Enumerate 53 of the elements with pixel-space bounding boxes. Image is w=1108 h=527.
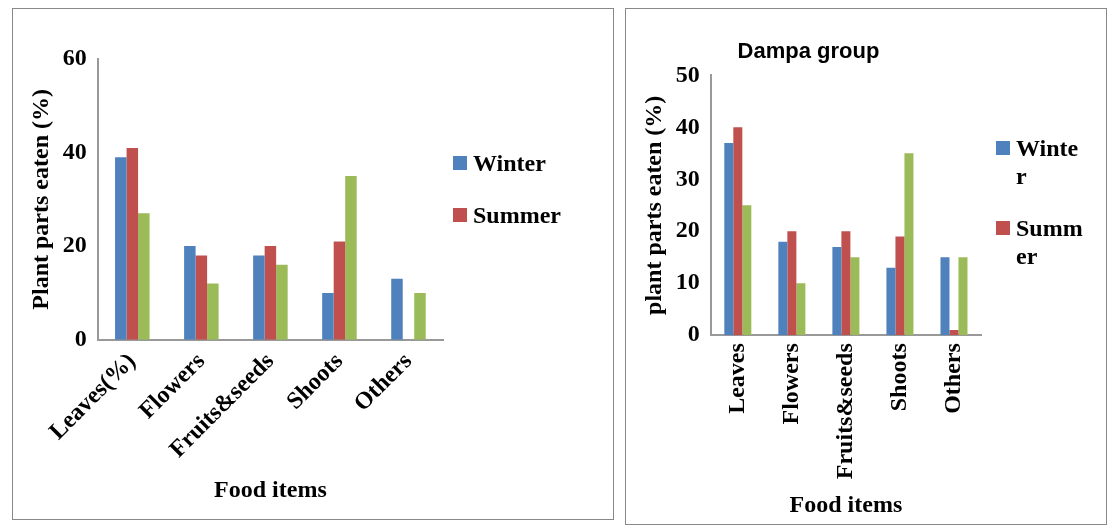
bar <box>414 292 426 340</box>
x-tick-label: Leaves <box>723 343 750 414</box>
bar <box>184 246 196 340</box>
bar <box>940 257 950 336</box>
x-tick-label: Shoots <box>885 343 912 412</box>
bar <box>207 283 219 340</box>
bar <box>264 246 277 340</box>
legend-label: Winter <box>473 149 546 177</box>
y-tick-label: 40 <box>62 137 87 164</box>
x-tick-label: Flowers <box>777 343 804 425</box>
bar <box>253 255 265 340</box>
x-axis-title: Food items <box>789 490 903 517</box>
bar <box>841 231 851 336</box>
y-tick-label: 10 <box>675 268 700 295</box>
chart-title: Dampa group <box>737 38 880 64</box>
bar <box>895 236 905 336</box>
bar <box>832 246 842 336</box>
legend-label: Summer <box>473 201 561 229</box>
y-tick-label: 0 <box>74 324 87 351</box>
bar <box>391 278 403 340</box>
bar <box>333 241 346 340</box>
y-tick-label: 20 <box>675 216 700 243</box>
bar <box>126 147 139 340</box>
bar <box>733 127 743 336</box>
y-axis-title: Plant parts eaten (%) <box>26 89 53 310</box>
legend-label: Summer <box>1016 214 1084 270</box>
bar <box>345 175 357 340</box>
y-tick-label: 0 <box>687 320 700 347</box>
x-tick-label: Others <box>939 343 966 414</box>
bar <box>138 213 150 340</box>
bar <box>796 283 806 336</box>
bar <box>322 292 334 340</box>
bar <box>850 257 860 336</box>
bar <box>958 257 968 336</box>
x-axis-title: Food items <box>214 475 327 502</box>
legend-label: Winter <box>1016 134 1080 190</box>
y-tick-label: 50 <box>675 60 700 87</box>
x-tick-label: Fruits&seeds <box>831 343 858 480</box>
y-tick-label: 40 <box>675 112 700 139</box>
bar <box>724 142 734 336</box>
y-tick-label: 20 <box>62 231 87 258</box>
bar <box>742 205 752 336</box>
bar <box>886 267 896 336</box>
bar <box>115 157 127 340</box>
y-tick-label: 30 <box>675 164 700 191</box>
y-axis-title: plant parts eaten (%) <box>639 95 666 315</box>
bar <box>787 231 797 336</box>
bar <box>195 255 208 340</box>
bar <box>949 330 959 336</box>
bar <box>276 264 288 340</box>
bar <box>904 153 914 336</box>
y-tick-label: 60 <box>62 44 87 71</box>
bar <box>778 241 788 336</box>
